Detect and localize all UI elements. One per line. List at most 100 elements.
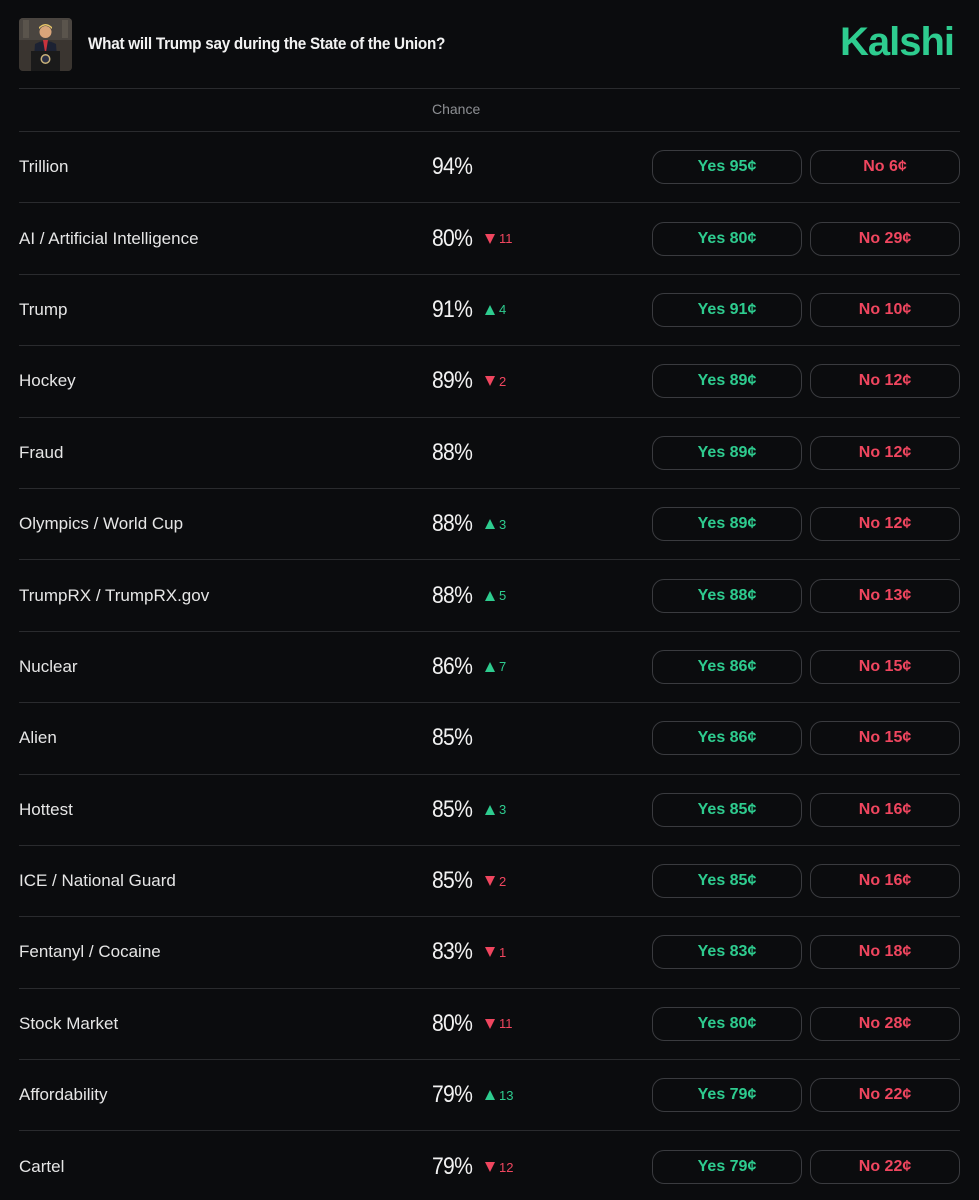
chance-percentage: 79% [432, 1081, 471, 1109]
chance-cell: 94% [432, 153, 476, 181]
chance-cell: 85% 3 [432, 796, 506, 824]
buy-no-button[interactable]: No 12¢ [810, 507, 960, 541]
change-value: 12 [499, 1160, 513, 1175]
buy-yes-button[interactable]: Yes 86¢ [652, 650, 802, 684]
buy-no-button[interactable]: No 12¢ [810, 364, 960, 398]
outcome-label: Affordability [19, 1085, 108, 1105]
chance-change: 3 [485, 802, 506, 817]
buy-yes-button[interactable]: Yes 88¢ [652, 579, 802, 613]
outcome-label: Fentanyl / Cocaine [19, 942, 161, 962]
buy-yes-button[interactable]: Yes 85¢ [652, 864, 802, 898]
kalshi-logo[interactable]: Kalshi [840, 20, 954, 65]
change-value: 2 [499, 874, 506, 889]
buy-no-button[interactable]: No 13¢ [810, 579, 960, 613]
change-value: 4 [499, 302, 506, 317]
buy-yes-button[interactable]: Yes 83¢ [652, 935, 802, 969]
buy-yes-button[interactable]: Yes 86¢ [652, 721, 802, 755]
chance-cell: 88% [432, 439, 476, 467]
buy-yes-button[interactable]: Yes 85¢ [652, 793, 802, 827]
change-arrow-icon [485, 805, 495, 815]
outcome-row[interactable]: Stock Market 80% 11 Yes 80¢ No 28¢ [19, 989, 960, 1060]
change-value: 2 [499, 374, 506, 389]
change-value: 1 [499, 945, 506, 960]
chance-percentage: 85% [432, 867, 471, 895]
buy-no-button[interactable]: No 12¢ [810, 436, 960, 470]
chance-change: 4 [485, 302, 506, 317]
chance-percentage: 85% [432, 724, 471, 752]
chance-percentage: 89% [432, 367, 471, 395]
outcome-row[interactable]: ICE / National Guard 85% 2 Yes 85¢ No 16… [19, 846, 960, 917]
outcome-row[interactable]: Trillion 94% Yes 95¢ No 6¢ [19, 132, 960, 203]
chance-cell: 83% 1 [432, 938, 506, 966]
buy-no-button[interactable]: No 16¢ [810, 793, 960, 827]
buy-yes-button[interactable]: Yes 80¢ [652, 1007, 802, 1041]
change-value: 3 [499, 802, 506, 817]
outcome-row[interactable]: Fraud 88% Yes 89¢ No 12¢ [19, 418, 960, 489]
chance-cell: 79% 13 [432, 1081, 513, 1109]
buy-no-button[interactable]: No 6¢ [810, 150, 960, 184]
change-arrow-icon [485, 234, 495, 244]
outcome-row[interactable]: Trump 91% 4 Yes 91¢ No 10¢ [19, 275, 960, 346]
outcome-label: Trump [19, 300, 68, 320]
buy-yes-button[interactable]: Yes 89¢ [652, 436, 802, 470]
market-thumbnail-image[interactable] [19, 18, 72, 71]
chance-percentage: 79% [432, 1153, 471, 1181]
chance-percentage: 83% [432, 938, 471, 966]
outcome-row[interactable]: TrumpRX / TrumpRX.gov 88% 5 Yes 88¢ No 1… [19, 560, 960, 631]
chance-cell: 88% 3 [432, 510, 506, 538]
change-arrow-icon [485, 305, 495, 315]
buy-yes-button[interactable]: Yes 91¢ [652, 293, 802, 327]
outcome-row[interactable]: Nuclear 86% 7 Yes 86¢ No 15¢ [19, 632, 960, 703]
outcome-label: AI / Artificial Intelligence [19, 229, 199, 249]
outcome-label: TrumpRX / TrumpRX.gov [19, 586, 209, 606]
buy-no-button[interactable]: No 16¢ [810, 864, 960, 898]
change-arrow-icon [485, 1090, 495, 1100]
buy-yes-button[interactable]: Yes 79¢ [652, 1078, 802, 1112]
outcome-row[interactable]: Olympics / World Cup 88% 3 Yes 89¢ No 12… [19, 489, 960, 560]
buy-no-button[interactable]: No 22¢ [810, 1078, 960, 1112]
outcome-row[interactable]: Hottest 85% 3 Yes 85¢ No 16¢ [19, 775, 960, 846]
outcome-label: Fraud [19, 443, 63, 463]
change-arrow-icon [485, 376, 495, 386]
buy-no-button[interactable]: No 22¢ [810, 1150, 960, 1184]
outcome-row[interactable]: Cartel 79% 12 Yes 79¢ No 22¢ [19, 1131, 960, 1200]
buy-yes-button[interactable]: Yes 79¢ [652, 1150, 802, 1184]
buy-yes-button[interactable]: Yes 95¢ [652, 150, 802, 184]
outcome-row[interactable]: Fentanyl / Cocaine 83% 1 Yes 83¢ No 18¢ [19, 917, 960, 988]
chance-percentage: 88% [432, 510, 471, 538]
buy-no-button[interactable]: No 18¢ [810, 935, 960, 969]
change-value: 13 [499, 1088, 513, 1103]
outcome-row[interactable]: Hockey 89% 2 Yes 89¢ No 12¢ [19, 346, 960, 417]
chance-column-header: Chance [432, 101, 480, 117]
buy-yes-button[interactable]: Yes 89¢ [652, 507, 802, 541]
buy-yes-button[interactable]: Yes 80¢ [652, 222, 802, 256]
chance-cell: 86% 7 [432, 653, 506, 681]
chance-cell: 80% 11 [432, 225, 513, 253]
change-value: 5 [499, 588, 506, 603]
change-value: 11 [499, 231, 513, 246]
chance-change: 11 [485, 231, 513, 246]
chance-percentage: 88% [432, 439, 471, 467]
buy-yes-button[interactable]: Yes 89¢ [652, 364, 802, 398]
change-arrow-icon [485, 662, 495, 672]
change-arrow-icon [485, 1162, 495, 1172]
outcome-row[interactable]: AI / Artificial Intelligence 80% 11 Yes … [19, 203, 960, 274]
chance-change: 13 [485, 1088, 513, 1103]
outcome-row[interactable]: Alien 85% Yes 86¢ No 15¢ [19, 703, 960, 774]
chance-percentage: 94% [432, 153, 471, 181]
buy-no-button[interactable]: No 10¢ [810, 293, 960, 327]
buy-no-button[interactable]: No 15¢ [810, 650, 960, 684]
outcome-label: Stock Market [19, 1014, 118, 1034]
chance-change: 11 [485, 1016, 513, 1031]
outcome-row[interactable]: Affordability 79% 13 Yes 79¢ No 22¢ [19, 1060, 960, 1131]
chance-change: 1 [485, 945, 506, 960]
chance-percentage: 91% [432, 296, 471, 324]
outcome-label: Hottest [19, 800, 73, 820]
outcome-label: Hockey [19, 371, 76, 391]
buy-no-button[interactable]: No 28¢ [810, 1007, 960, 1041]
outcome-label: Alien [19, 728, 57, 748]
buy-no-button[interactable]: No 29¢ [810, 222, 960, 256]
change-arrow-icon [485, 1019, 495, 1029]
buy-no-button[interactable]: No 15¢ [810, 721, 960, 755]
header-divider [19, 88, 960, 89]
